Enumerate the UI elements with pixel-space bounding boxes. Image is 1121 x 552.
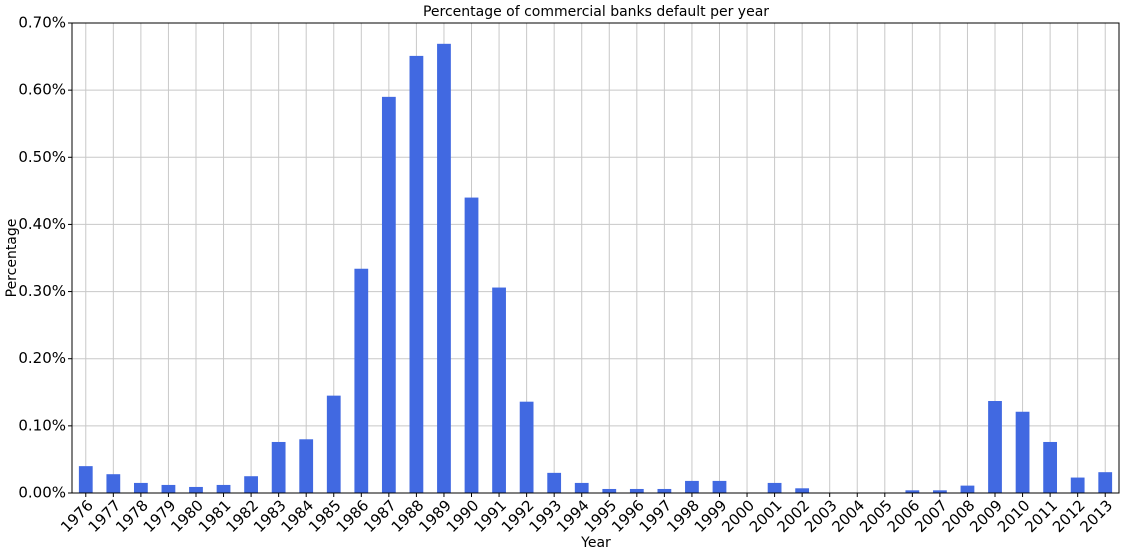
bar [1098, 472, 1113, 493]
bar [326, 395, 341, 493]
bar [409, 55, 424, 494]
chart-title: Percentage of commercial banks default p… [423, 4, 769, 20]
bar [133, 482, 148, 493]
bar [271, 441, 286, 493]
bar [712, 480, 727, 493]
bar [216, 484, 231, 493]
y-tick-label: 0.10% [18, 416, 66, 434]
y-tick-label: 0.30% [18, 282, 66, 300]
bar [381, 96, 396, 493]
y-tick-label: 0.40% [18, 215, 66, 233]
bar [795, 488, 810, 493]
y-tick-label: 0.20% [18, 349, 66, 367]
y-tick-label: 0.60% [18, 81, 66, 99]
bar [960, 485, 975, 493]
x-axis-label: Year [580, 535, 611, 551]
y-axis-label: Percentage [4, 219, 20, 298]
bar [547, 472, 562, 493]
bar [244, 476, 258, 493]
bar [1070, 477, 1085, 493]
y-tick-label: 0.70% [18, 14, 66, 32]
y-tick-label: 0.00% [18, 484, 66, 502]
bar [354, 268, 369, 493]
bar [519, 401, 534, 493]
bar [602, 488, 617, 493]
bar [933, 490, 947, 493]
bar [161, 484, 176, 493]
bar [189, 486, 203, 493]
x-tick-label: 2013 [1077, 496, 1117, 536]
plot-frame [71, 22, 1120, 494]
bar [492, 287, 506, 493]
bar [988, 401, 1002, 493]
bar [106, 474, 121, 493]
bar [767, 482, 782, 493]
bar [657, 488, 672, 493]
bar [299, 439, 314, 493]
bar [905, 490, 920, 493]
bar [1015, 411, 1030, 493]
bar [78, 466, 93, 493]
bar [685, 480, 699, 493]
bar [437, 43, 451, 494]
bar [464, 197, 479, 494]
bar [1043, 441, 1058, 493]
bar [629, 488, 644, 493]
y-tick-label: 0.50% [18, 148, 66, 166]
bar [574, 482, 589, 493]
